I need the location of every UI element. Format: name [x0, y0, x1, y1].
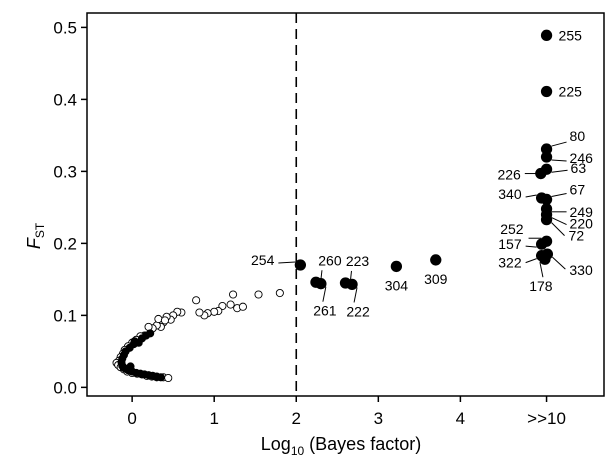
labeled-point: [540, 213, 553, 226]
point-label-leader: [350, 270, 352, 281]
y-axis-title-sub: ST: [33, 222, 47, 238]
y-tick-label: 0.2: [53, 234, 77, 253]
labeled-point: [540, 151, 553, 163]
x-axis-title-sub: 10: [291, 444, 305, 458]
point-label: 255: [559, 27, 583, 43]
labeled-point: [315, 278, 327, 290]
x-tick-label: 4: [456, 409, 465, 428]
point-label: 80: [570, 128, 586, 144]
point-label-leader: [322, 286, 327, 302]
labeled-point: [540, 29, 553, 41]
point-label: 223: [346, 253, 370, 269]
open-point: [192, 296, 201, 305]
point-label: 252: [500, 221, 524, 237]
point-label: 330: [569, 262, 593, 278]
filled-point: [130, 337, 139, 346]
point-label-leader: [539, 262, 544, 278]
point-label: 72: [569, 228, 585, 244]
y-tick-label: 0.3: [53, 162, 77, 181]
point-label-leader: [551, 141, 567, 147]
x-axis-title-rest: (Bayes factor): [304, 434, 421, 454]
open-point: [154, 314, 163, 324]
point-label: 246: [570, 150, 594, 166]
x-tick-label: 3: [374, 409, 383, 428]
ticks-layer: 0 1 2 3 4 >>10 0.0 0.1 0.2 0.3 0.4 0.5: [53, 18, 566, 428]
open-point: [144, 322, 153, 331]
point-label: 309: [424, 271, 448, 287]
y-tick-label: 0.1: [53, 306, 77, 325]
x-axis-title-main: Log: [261, 434, 291, 454]
open-point: [195, 308, 204, 317]
open-point: [229, 290, 238, 299]
point-label: 249: [570, 204, 594, 220]
y-axis-title: FST: [24, 222, 47, 249]
filled-point: [156, 373, 165, 382]
point-label-leader: [551, 159, 567, 162]
x-tick-label: >>10: [527, 409, 566, 428]
point-label: 226: [497, 167, 521, 183]
point-label: 225: [559, 83, 583, 99]
point-label: 220: [570, 216, 594, 232]
point-label-leader: [551, 169, 568, 173]
y-axis-title-main: F: [24, 237, 44, 249]
x-axis-title: Log10 (Bayes factor): [261, 434, 421, 458]
labeled-point: [535, 238, 548, 250]
y-tick-label: 0.4: [53, 90, 77, 109]
x-tick-label: 2: [292, 409, 301, 428]
open-point: [226, 300, 235, 309]
plot-frame: [86, 12, 605, 397]
labeled-point: [540, 193, 553, 206]
points-layer: [112, 29, 554, 383]
open-point: [164, 373, 173, 383]
point-label: 67: [570, 181, 586, 197]
point-label-leader: [552, 256, 566, 270]
point-label-leader: [278, 261, 296, 264]
point-label: 260: [318, 252, 342, 268]
open-point: [275, 289, 284, 298]
labeled-point: [541, 248, 554, 260]
x-tick-label: 0: [127, 409, 136, 428]
labeled-point: [535, 167, 547, 180]
open-point: [238, 302, 247, 311]
x-tick-label: 1: [209, 409, 218, 428]
filled-point: [126, 362, 135, 371]
point-label: 157: [498, 236, 522, 252]
point-label-leader: [525, 245, 537, 248]
point-label: 340: [498, 186, 522, 202]
open-point: [254, 290, 263, 299]
y-tick-label: 0.0: [53, 378, 77, 397]
point-label: 63: [571, 160, 587, 176]
point-label-leader: [525, 194, 537, 198]
point-label-leader: [353, 287, 358, 303]
point-label-leader: [551, 192, 567, 197]
open-point: [210, 307, 219, 316]
labeled-point: [294, 259, 307, 271]
point-label-leader: [525, 258, 537, 264]
labeled-point: [346, 278, 358, 291]
labeled-point: [540, 85, 553, 98]
point-label-leader: [551, 222, 565, 236]
labeled-point: [390, 260, 403, 273]
point-label-leader: [551, 217, 567, 226]
labeled-point: [430, 254, 442, 266]
plot-border: [86, 12, 605, 397]
point-label: 254: [251, 252, 275, 268]
point-label: 304: [385, 277, 409, 293]
open-point: [160, 316, 170, 325]
point-label: 261: [313, 303, 337, 319]
point-label: 222: [346, 303, 370, 319]
point-label: 178: [529, 278, 553, 294]
y-tick-label: 0.5: [53, 18, 77, 37]
point-label: 322: [498, 255, 522, 271]
point-label-leader: [320, 270, 323, 280]
